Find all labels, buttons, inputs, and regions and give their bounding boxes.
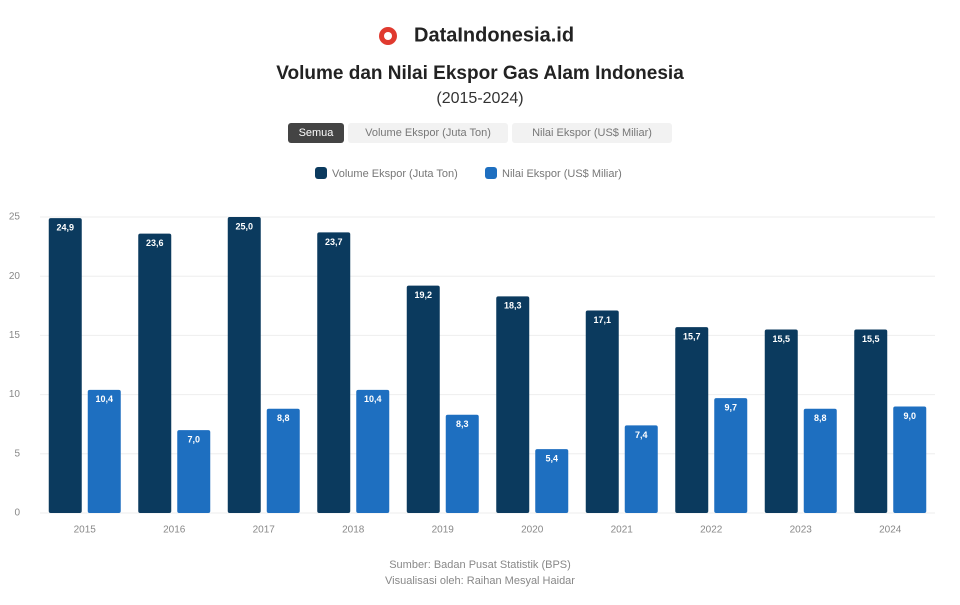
value-label: 15,5 <box>862 334 880 344</box>
value-label: 5,4 <box>545 453 558 463</box>
x-tick-label: 2024 <box>879 525 902 536</box>
bar <box>854 329 888 513</box>
y-tick-label: 25 <box>9 212 21 223</box>
toggle-label[interactable]: Nilai Ekspor (US$ Miliar) <box>532 127 652 139</box>
legend-label[interactable]: Volume Ekspor (Juta Ton) <box>332 168 458 180</box>
x-tick-label: 2021 <box>611 525 634 536</box>
source-note: Sumber: Badan Pusat Statistik (BPS) <box>389 559 571 571</box>
value-label: 9,7 <box>724 403 737 413</box>
x-tick-label: 2016 <box>163 525 186 536</box>
bar <box>266 408 300 513</box>
value-label: 24,9 <box>56 223 74 233</box>
value-label: 17,1 <box>593 315 611 325</box>
toggle-button[interactable] <box>512 123 672 143</box>
bar <box>445 414 479 513</box>
value-label: 9,0 <box>903 411 916 421</box>
value-label: 8,8 <box>814 413 827 423</box>
value-label: 15,7 <box>683 331 701 341</box>
x-tick-label: 2020 <box>521 525 544 536</box>
bar <box>714 398 748 513</box>
brand: DataIndonesia.id <box>414 24 574 46</box>
bar <box>585 310 619 513</box>
bar <box>317 232 351 513</box>
value-label: 8,3 <box>456 419 469 429</box>
legend-label[interactable]: Nilai Ekspor (US$ Miliar) <box>502 168 622 180</box>
value-label: 7,0 <box>187 434 200 444</box>
bar <box>675 327 709 513</box>
legend-swatch[interactable] <box>485 167 497 179</box>
bar <box>227 217 261 513</box>
bar <box>177 430 211 513</box>
value-label: 19,2 <box>414 290 432 300</box>
y-tick-label: 5 <box>14 448 20 459</box>
chart-subtitle: (2015-2024) <box>436 90 523 107</box>
value-label: 23,6 <box>146 238 164 248</box>
bar <box>138 233 172 514</box>
toggle-label[interactable]: Semua <box>299 127 335 139</box>
bar <box>406 285 440 513</box>
x-tick-label: 2022 <box>700 525 723 536</box>
x-tick-label: 2015 <box>74 525 97 536</box>
value-label: 10,4 <box>95 394 113 404</box>
bar <box>496 296 530 513</box>
bar <box>624 425 658 513</box>
toggle-button[interactable] <box>348 123 508 143</box>
legend-swatch[interactable] <box>315 167 327 179</box>
bar <box>803 408 837 513</box>
value-label: 18,3 <box>504 301 522 311</box>
toggle-button[interactable] <box>288 123 344 143</box>
value-label: 7,4 <box>635 430 648 440</box>
bar <box>87 389 121 513</box>
value-label: 8,8 <box>277 413 290 423</box>
value-label: 23,7 <box>325 237 343 247</box>
toggle-label[interactable]: Volume Ekspor (Juta Ton) <box>365 127 491 139</box>
value-label: 25,0 <box>235 221 253 231</box>
y-tick-label: 0 <box>14 508 20 519</box>
bar <box>893 406 927 513</box>
logo-inner <box>384 32 392 40</box>
chart-title: Volume dan Nilai Ekspor Gas Alam Indones… <box>276 63 684 84</box>
bar <box>48 218 82 513</box>
y-tick-label: 20 <box>9 271 21 282</box>
credit-note: Visualisasi oleh: Raihan Mesyal Haidar <box>385 575 575 587</box>
y-tick-label: 15 <box>9 330 21 341</box>
x-tick-label: 2018 <box>342 525 365 536</box>
x-tick-label: 2019 <box>432 525 455 536</box>
y-tick-label: 10 <box>9 389 21 400</box>
value-label: 10,4 <box>364 394 382 404</box>
x-tick-label: 2017 <box>253 525 276 536</box>
bar <box>764 329 798 513</box>
x-tick-label: 2023 <box>790 525 813 536</box>
bar <box>356 389 390 513</box>
value-label: 15,5 <box>772 334 790 344</box>
bar <box>535 449 569 513</box>
